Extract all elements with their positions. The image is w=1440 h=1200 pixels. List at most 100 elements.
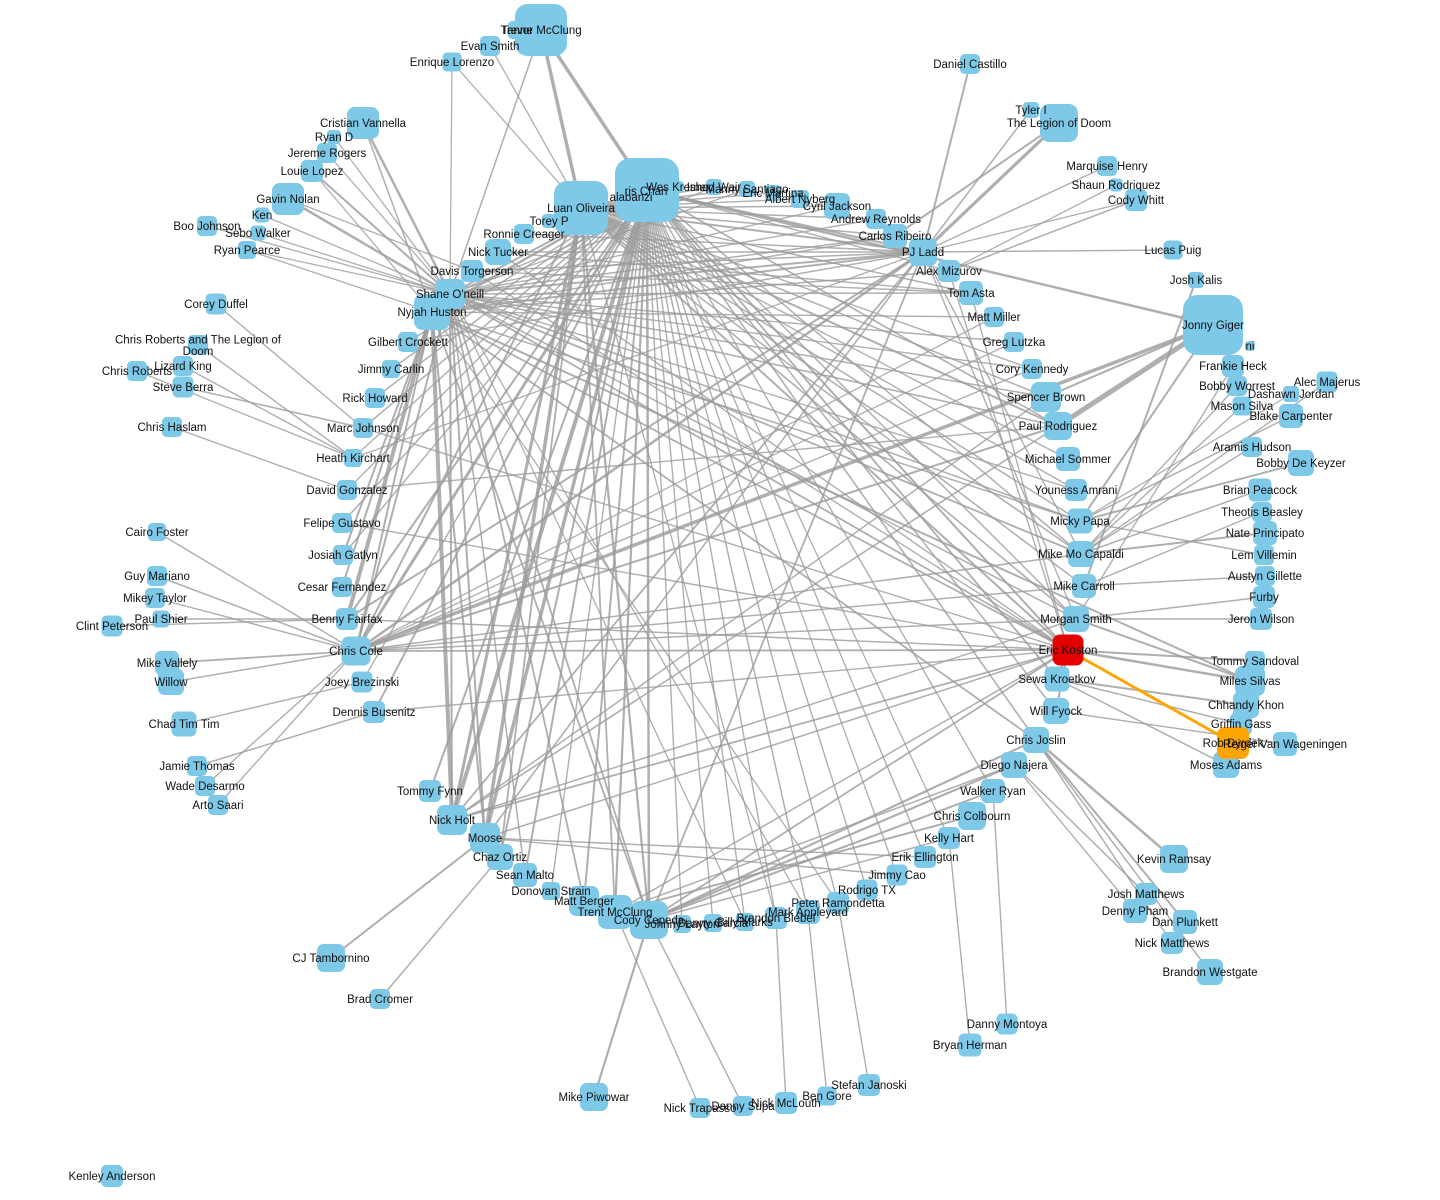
node-albert-nyberg[interactable] [791, 190, 809, 208]
node-kenley-anderson[interactable] [101, 1165, 123, 1187]
node-chris-cole[interactable] [341, 636, 371, 666]
node-micky-papa[interactable] [1067, 508, 1093, 534]
node-alabanzi[interactable] [625, 191, 637, 203]
node-peter-ramondetta[interactable] [827, 892, 849, 914]
node-evan-smith[interactable] [480, 36, 500, 56]
node-heath-kirchart[interactable] [344, 449, 362, 467]
node-alex-mizurov[interactable] [938, 260, 960, 282]
node-youness-amrani[interactable] [1065, 479, 1087, 501]
node-josh-kalis[interactable] [1188, 272, 1204, 288]
node-felipe-gustavo[interactable] [332, 513, 352, 533]
node-reiger-van-wageningen[interactable] [1273, 732, 1297, 756]
node-morgan-smith[interactable] [1063, 606, 1089, 632]
node-chris-colbourn[interactable] [958, 802, 986, 830]
node-ishod-wair[interactable] [706, 179, 722, 195]
node-pj-ladd[interactable] [909, 238, 937, 266]
node-dennis-busenitz[interactable] [363, 701, 385, 723]
node-sean-malto[interactable] [513, 863, 537, 887]
node-matt-miller[interactable] [984, 307, 1004, 327]
node-cesar-fernandez[interactable] [332, 577, 352, 597]
node-stefan-janoski[interactable] [858, 1074, 880, 1096]
node-paul-rodriguez[interactable] [1044, 412, 1072, 440]
node-mikey-taylor[interactable] [145, 588, 165, 608]
node-kelly-hart[interactable] [938, 827, 960, 849]
node-mason-silva[interactable] [1232, 396, 1252, 416]
node-lucas-puig[interactable] [1163, 240, 1183, 260]
node-brandon-biebel[interactable] [765, 907, 787, 929]
node-spencer-brown[interactable] [1031, 382, 1061, 412]
node-marquise-henry[interactable] [1097, 156, 1117, 176]
node-andrew-reynolds[interactable] [866, 209, 886, 229]
node-rob-dyrdek[interactable] [1217, 727, 1249, 759]
node-marc-johnson[interactable] [353, 418, 373, 438]
node-david-gonzalez[interactable] [337, 480, 357, 500]
node-shane-o-neill[interactable] [435, 279, 465, 309]
node-brian-peacock[interactable] [1248, 478, 1272, 502]
node-diego-najera[interactable] [1001, 752, 1027, 778]
node-danny-montoya[interactable] [996, 1013, 1018, 1035]
node-paul-shier[interactable] [152, 610, 170, 628]
node-blake-carpenter[interactable] [1279, 404, 1303, 428]
node-cory-kennedy[interactable] [1022, 359, 1042, 379]
node-willow[interactable] [158, 669, 184, 695]
node-tanne[interactable] [508, 21, 526, 39]
node-tom-asta[interactable] [959, 281, 983, 305]
node-erik-ellington[interactable] [914, 846, 936, 868]
node-rodrigo-tx[interactable] [856, 879, 878, 901]
node-aramis-hudson[interactable] [1242, 437, 1262, 457]
node-chhandy-khon[interactable] [1233, 692, 1259, 718]
node-ryan-pearce[interactable] [238, 241, 256, 259]
node-ris-chan[interactable] [640, 185, 652, 197]
node-johnny-layton[interactable] [673, 915, 691, 933]
node-joey-brezinski[interactable] [351, 671, 373, 693]
node-cristian-vannella[interactable] [347, 107, 379, 139]
node-chris-joslin[interactable] [1023, 727, 1049, 753]
node-trent-mcclung[interactable] [598, 895, 632, 929]
node-davis-torgerson[interactable] [461, 260, 483, 282]
node-bobby-worrest[interactable] [1227, 376, 1247, 396]
node-jeron-wilson[interactable] [1250, 608, 1272, 630]
node-theotis-beasley[interactable] [1252, 502, 1272, 522]
node-cj-tambornino[interactable] [317, 944, 345, 972]
node-nick-tucker[interactable] [485, 239, 511, 265]
node-will-fyock[interactable] [1043, 698, 1069, 724]
node-carlos-ribeiro[interactable] [883, 224, 907, 248]
node-austyn-gillette[interactable] [1255, 566, 1275, 586]
node-walker-ryan[interactable] [981, 779, 1005, 803]
node-dan-plunkett[interactable] [1173, 910, 1197, 934]
node-gavin-nolan[interactable] [272, 183, 304, 215]
node-frankie-heck[interactable] [1222, 355, 1244, 377]
node-nick-mclouth[interactable] [775, 1092, 797, 1114]
node-cyril-jackson[interactable] [824, 193, 850, 219]
node-sewa-kroetkov[interactable] [1044, 666, 1070, 692]
node-arto-saari[interactable] [208, 795, 228, 815]
node-danny-supa[interactable] [733, 1096, 753, 1116]
node-dashawn-jordan[interactable] [1283, 386, 1299, 402]
node-chad-tim-tim[interactable] [171, 711, 197, 737]
node-jereme-rogers[interactable] [317, 143, 337, 163]
node-brandon-westgate[interactable] [1197, 959, 1223, 985]
node-bryan-herman[interactable] [958, 1033, 982, 1057]
node-greg-lutzka[interactable] [1004, 332, 1024, 352]
node-bobby-de-keyzer[interactable] [1288, 450, 1314, 476]
node-corey-duffel[interactable] [205, 293, 227, 315]
node-luan-oliveira[interactable] [554, 181, 608, 235]
node-denny-pham[interactable] [1123, 899, 1147, 923]
node-chris-haslam[interactable] [162, 417, 182, 437]
node-eric-koston[interactable] [1052, 634, 1084, 666]
node-josiah-gatlyn[interactable] [333, 545, 353, 565]
node-tyler-i[interactable] [1023, 102, 1039, 118]
node-kevin-ramsay[interactable] [1160, 845, 1188, 873]
node-furby[interactable] [1253, 586, 1275, 608]
node-lem-villemin[interactable] [1254, 545, 1274, 565]
node-chaz-ortiz[interactable] [487, 844, 513, 870]
node-chris-roberts[interactable] [127, 361, 147, 381]
node-ni[interactable] [1245, 341, 1255, 351]
node-mike-carroll[interactable] [1072, 574, 1096, 598]
node-benny-fairfax[interactable] [336, 608, 358, 630]
node-clint-peterson[interactable] [101, 615, 123, 637]
node-jamie-thomas[interactable] [187, 756, 207, 776]
node-michael-sommer[interactable] [1056, 447, 1080, 471]
node-ronnie-creager[interactable] [514, 224, 534, 244]
node-lizard-king[interactable] [173, 356, 193, 376]
